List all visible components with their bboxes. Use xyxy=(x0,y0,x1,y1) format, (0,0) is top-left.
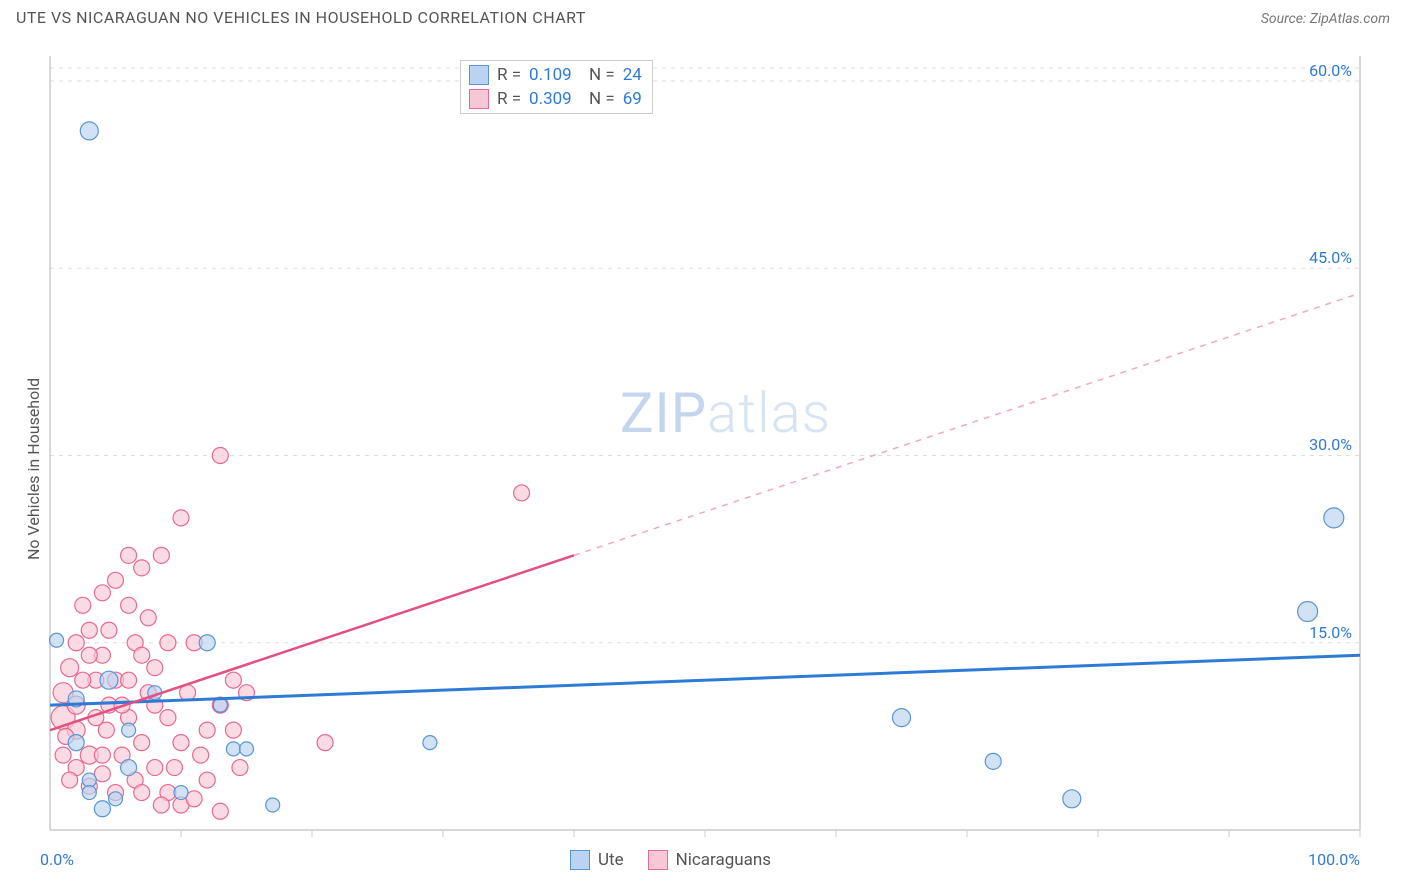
legend-n-value: 69 xyxy=(623,89,642,109)
x-tick-min: 0.0% xyxy=(40,850,74,869)
legend-row-ute: R = 0.109 N = 24 xyxy=(469,63,642,87)
legend-label: Nicaraguans xyxy=(676,850,771,870)
legend-n-label: N = xyxy=(589,65,615,85)
legend-item-ute: Ute xyxy=(570,850,624,870)
legend-r-value: 0.309 xyxy=(529,89,581,109)
watermark: ZIPatlas xyxy=(620,380,831,446)
legend-label: Ute xyxy=(598,850,624,870)
legend-row-nic: R = 0.309 N = 69 xyxy=(469,87,642,111)
legend-swatch xyxy=(469,89,489,109)
y-tick-label: 60.0% xyxy=(1309,61,1352,80)
correlation-chart xyxy=(0,0,1406,892)
legend-r-value: 0.109 xyxy=(529,65,581,85)
legend-item-nic: Nicaraguans xyxy=(648,850,771,870)
y-tick-label: 30.0% xyxy=(1309,435,1352,454)
legend-swatch xyxy=(469,65,489,85)
legend-swatch xyxy=(648,850,668,870)
legend-r-label: R = xyxy=(497,65,521,85)
legend-r-label: R = xyxy=(497,89,521,109)
legend-n-label: N = xyxy=(589,89,615,109)
legend-swatch xyxy=(570,850,590,870)
correlation-legend: R = 0.109 N = 24 R = 0.309 N = 69 xyxy=(460,60,653,114)
series-legend: Ute Nicaraguans xyxy=(570,850,771,870)
y-tick-label: 45.0% xyxy=(1309,248,1352,267)
y-tick-label: 15.0% xyxy=(1309,623,1352,642)
watermark-strong: ZIP xyxy=(620,380,707,446)
watermark-light: atlas xyxy=(707,380,831,446)
legend-n-value: 24 xyxy=(623,65,642,85)
x-tick-max: 100.0% xyxy=(1308,850,1360,869)
y-axis-label: No Vehicles in Household xyxy=(24,378,43,560)
